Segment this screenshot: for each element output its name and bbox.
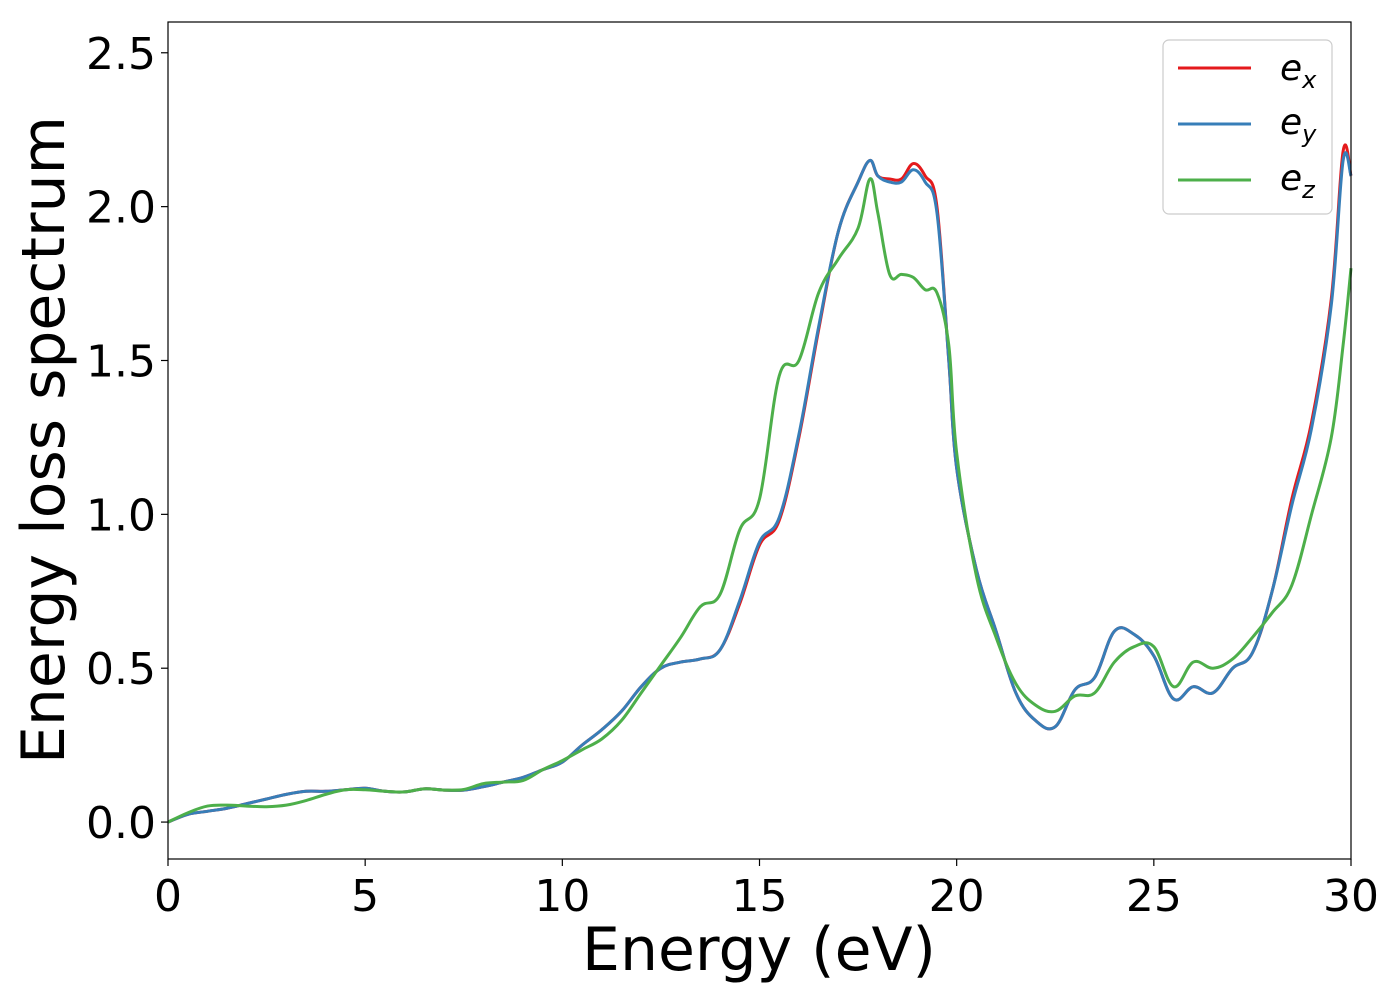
y-axis-label: Energy loss spectrum — [9, 116, 79, 764]
x-tick-label: 30 — [1323, 871, 1379, 922]
legend-label-ey: ey — [1280, 102, 1317, 148]
x-tick-label: 0 — [154, 871, 182, 922]
x-tick-label: 15 — [732, 871, 788, 922]
y-tick-label: 0.0 — [86, 798, 156, 849]
legend: ex ey ez — [1162, 39, 1333, 215]
x-tick-label: 25 — [1126, 871, 1182, 922]
x-tick-label: 20 — [929, 871, 985, 922]
y-tick-label: 1.5 — [86, 336, 156, 387]
legend-label-ex: ex — [1280, 48, 1317, 94]
legend-label-ez-sub: z — [1301, 176, 1316, 204]
x-axis-ticks: 0 5 10 15 20 25 30 — [154, 859, 1379, 922]
y-tick-label: 2.0 — [86, 183, 156, 234]
x-axis-label: Energy (eV) — [582, 915, 936, 985]
legend-label-ex-sub: x — [1301, 66, 1317, 94]
legend-box — [1162, 39, 1333, 215]
legend-label-ey-sub: y — [1301, 120, 1317, 148]
legend-label-ey-base: e — [1280, 102, 1302, 143]
x-tick-label: 10 — [534, 871, 590, 922]
y-axis-ticks: 0.0 0.5 1.0 1.5 2.0 2.5 — [86, 29, 168, 849]
series-line-ez — [167, 177, 1353, 824]
legend-label-ex-base: e — [1280, 48, 1302, 89]
legend-label-ez: ez — [1280, 158, 1316, 204]
y-tick-label: 1.0 — [86, 490, 156, 541]
y-tick-label: 2.5 — [86, 29, 156, 80]
legend-label-ez-base: e — [1280, 158, 1302, 199]
x-tick-label: 5 — [351, 871, 379, 922]
y-tick-label: 0.5 — [86, 644, 156, 695]
plot-lines — [167, 143, 1353, 824]
